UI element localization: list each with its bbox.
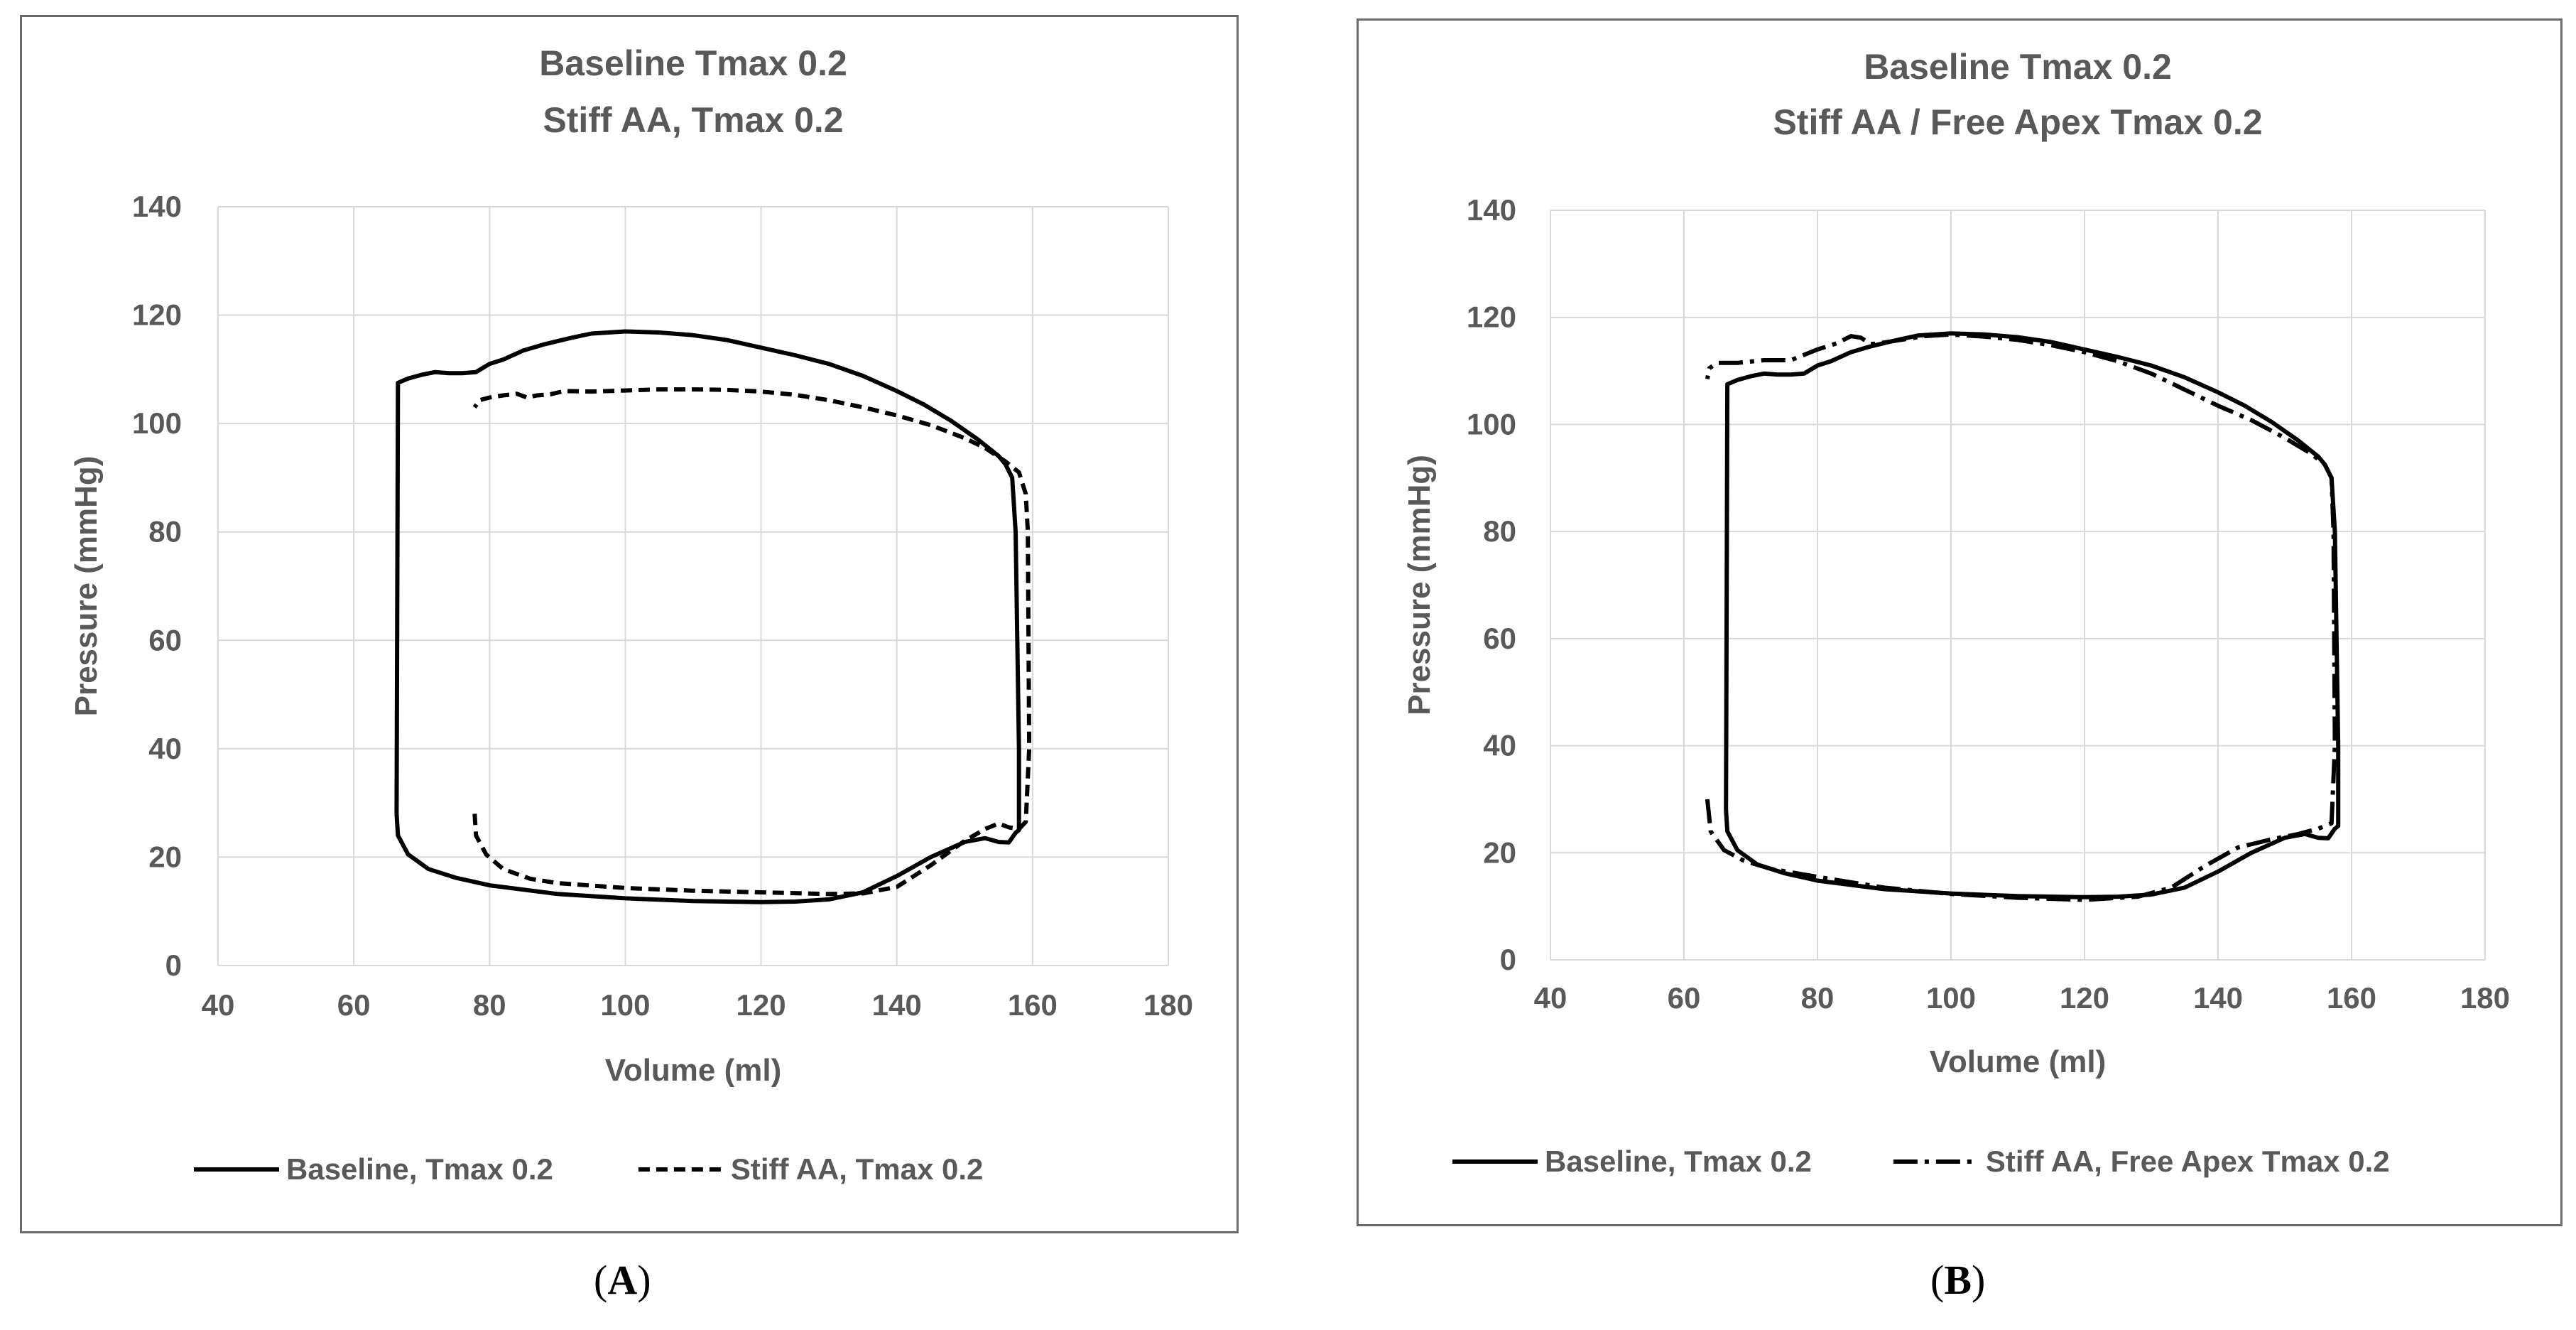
chart-b-xtick-label: 100 bbox=[1926, 981, 1976, 1015]
chart-a-ytick-label: 0 bbox=[165, 948, 182, 982]
chart-b-ytick-label: 40 bbox=[1483, 729, 1516, 762]
chart-panel-a: Baseline Tmax 0.2 Stiff AA, Tmax 0.2 0 20 40… bbox=[20, 15, 1239, 1233]
chart-a-legend: Baseline, Tmax 0.2 Stiff AA, Tmax 0.2 bbox=[194, 1152, 983, 1186]
chart-b-ytick-label: 0 bbox=[1500, 943, 1516, 976]
chart-a-ytick-label: 120 bbox=[132, 298, 182, 332]
chart-b-ytick-label: 20 bbox=[1483, 836, 1516, 869]
chart-a-xtick-label: 160 bbox=[1008, 988, 1058, 1022]
legend-b-label-1: Baseline, Tmax 0.2 bbox=[1545, 1145, 1812, 1178]
legend-a-label-1: Baseline, Tmax 0.2 bbox=[286, 1152, 553, 1186]
panel-label-a-open: ( bbox=[594, 1257, 608, 1303]
panel-label-b-open: ( bbox=[1930, 1257, 1945, 1303]
chart-panel-b: Baseline Tmax 0.2 Stiff AA / Free Apex Tm… bbox=[1357, 18, 2563, 1226]
panel-label-b-close: ) bbox=[1972, 1257, 1986, 1303]
panel-label-b: (B) bbox=[1930, 1256, 1985, 1304]
chart-b-xtick-label: 180 bbox=[2460, 981, 2510, 1015]
chart-a-xtick-label: 40 bbox=[202, 988, 235, 1022]
chart-b-series-1-line bbox=[1724, 331, 2341, 899]
chart-a-xtick-label: 80 bbox=[473, 988, 506, 1022]
chart-a-ytick-label: 60 bbox=[148, 623, 182, 656]
chart-a-xtick-label: 100 bbox=[600, 988, 650, 1022]
legend-b-label-2: Stiff AA, Free Apex Tmax 0.2 bbox=[1986, 1145, 2390, 1178]
chart-a-ytick-label: 20 bbox=[148, 840, 182, 873]
chart-a-xaxis-label: Volume (ml) bbox=[605, 1053, 782, 1088]
chart-b-ytick-label: 60 bbox=[1483, 622, 1516, 655]
chart-a-xtick-label: 120 bbox=[737, 988, 786, 1022]
chart-svg-b: Baseline Tmax 0.2 Stiff AA / Free Apex Tm… bbox=[1402, 47, 2510, 1178]
panel-label-a: (A) bbox=[594, 1256, 651, 1304]
chart-b-ytick-label: 140 bbox=[1467, 193, 1516, 227]
chart-b-series-2-line bbox=[1705, 332, 2337, 902]
chart-b-ytick-label: 100 bbox=[1467, 407, 1516, 440]
chart-a-series-2-line bbox=[472, 387, 1032, 897]
chart-a-gridlines bbox=[217, 206, 1169, 966]
chart-a-xtick-label: 140 bbox=[872, 988, 922, 1022]
chart-a-ytick-label: 100 bbox=[132, 406, 182, 440]
chart-b-title-line-2: Stiff AA / Free Apex Tmax 0.2 bbox=[1773, 102, 2262, 142]
chart-b-title-line-1: Baseline Tmax 0.2 bbox=[1864, 47, 2172, 87]
chart-a-xtick-label: 60 bbox=[337, 988, 371, 1022]
chart-a-title-line-1: Baseline Tmax 0.2 bbox=[539, 43, 847, 83]
chart-b-gridlines bbox=[1550, 210, 2486, 961]
chart-b-xtick-label: 80 bbox=[1801, 981, 1835, 1015]
panel-label-b-letter: B bbox=[1944, 1257, 1972, 1303]
chart-b-yaxis-label: Pressure (mmHg) bbox=[1402, 455, 1437, 715]
chart-a-yaxis-label: Pressure (mmHg) bbox=[69, 456, 104, 717]
chart-b-xtick-label: 60 bbox=[1668, 981, 1701, 1015]
chart-b-xaxis-label: Volume (ml) bbox=[1930, 1044, 2107, 1079]
chart-a-ytick-label: 80 bbox=[148, 515, 182, 548]
chart-b-ytick-label: 120 bbox=[1467, 301, 1516, 334]
chart-a-xtick-label: 180 bbox=[1143, 988, 1193, 1022]
panel-label-a-close: ) bbox=[637, 1257, 651, 1303]
chart-a-ytick-label: 140 bbox=[132, 190, 182, 223]
chart-b-xtick-label: 120 bbox=[2060, 981, 2109, 1015]
chart-a-title-line-2: Stiff AA, Tmax 0.2 bbox=[543, 100, 843, 140]
legend-a-label-2: Stiff AA, Tmax 0.2 bbox=[731, 1152, 984, 1186]
chart-b-xtick-label: 140 bbox=[2193, 981, 2243, 1015]
chart-b-legend: Baseline, Tmax 0.2 Stiff AA, Free Apex Tm… bbox=[1452, 1145, 2390, 1178]
chart-b-xtick-label: 160 bbox=[2327, 981, 2376, 1015]
chart-svg-a: Baseline Tmax 0.2 Stiff AA, Tmax 0.2 0 20 40… bbox=[69, 43, 1193, 1186]
panel-label-a-letter: A bbox=[607, 1257, 638, 1303]
chart-b-xtick-label: 40 bbox=[1534, 981, 1567, 1015]
chart-a-ytick-label: 40 bbox=[148, 732, 182, 765]
chart-b-ytick-label: 80 bbox=[1483, 514, 1516, 548]
